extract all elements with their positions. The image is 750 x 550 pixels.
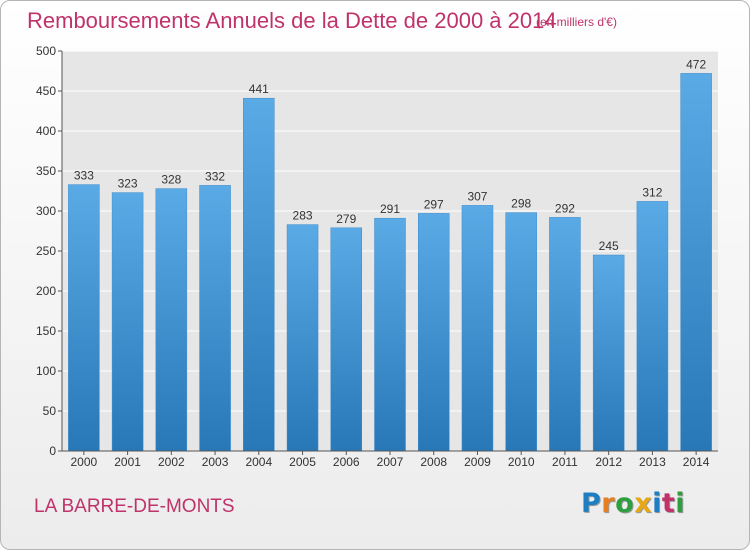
x-tick-label: 2005: [289, 455, 316, 469]
bar: [243, 97, 275, 452]
bar: [592, 254, 625, 452]
y-tick-label: 400: [36, 124, 56, 138]
x-tick-label: 2001: [114, 455, 141, 469]
y-tick-label: 300: [36, 204, 56, 218]
bar: [155, 188, 188, 452]
bar: [636, 201, 669, 452]
y-tick-label: 200: [36, 284, 56, 298]
x-tick-label: 2011: [552, 455, 578, 469]
x-tick-label: 2013: [639, 455, 666, 469]
logo-letter: o: [615, 488, 635, 519]
x-tick-label: 2008: [420, 455, 447, 469]
bar-value-label: 312: [642, 185, 662, 199]
bar: [286, 224, 319, 452]
bar-value-label: 297: [424, 197, 444, 211]
logo-letter: P: [581, 488, 602, 519]
x-tick-label: 2006: [333, 455, 360, 469]
bar-value-label: 283: [293, 209, 313, 223]
logo-letter: t: [661, 488, 676, 519]
y-tick-label: 350: [36, 164, 56, 178]
y-tick-label: 100: [36, 364, 56, 378]
y-tick-label: 500: [36, 44, 56, 58]
x-tick-label: 2002: [158, 455, 185, 469]
logo-letter: r: [601, 488, 616, 519]
bar: [330, 227, 363, 452]
bar: [374, 217, 406, 452]
labels: 0 50 100 150 200 250 300 350 400 450 500 333 2000 323…: [36, 44, 710, 469]
bar-value-label: 333: [74, 169, 94, 183]
logo-letter: i: [652, 488, 662, 519]
proxiti-logo: Proxiti: [581, 488, 685, 519]
bars: [68, 73, 712, 452]
bar-value-label: 245: [599, 239, 619, 253]
bar-value-label: 323: [118, 177, 138, 191]
x-tick-label: 2010: [508, 455, 535, 469]
bar: [505, 212, 537, 452]
y-tick-label: 250: [36, 244, 56, 258]
bar-value-label: 292: [555, 201, 575, 215]
chart-title: Remboursements Annuels de la Dette de 20…: [27, 8, 557, 33]
logo-letter: x: [634, 488, 653, 519]
y-tick-label: 150: [36, 324, 56, 338]
bar-value-label: 472: [686, 57, 706, 71]
bar-value-label: 298: [511, 197, 531, 211]
axes: [58, 50, 718, 455]
x-tick-label: 2000: [71, 455, 98, 469]
x-tick-label: 2014: [683, 455, 710, 469]
y-tick-label: 50: [43, 404, 57, 418]
bar: [417, 213, 450, 452]
bar-value-label: 332: [205, 169, 225, 183]
bar: [111, 192, 144, 452]
x-tick-label: 2003: [202, 455, 229, 469]
x-tick-label: 2009: [464, 455, 491, 469]
logo-letter: i: [675, 488, 686, 519]
bar: [680, 73, 712, 452]
bar: [68, 184, 100, 452]
chart-subtitle: (en milliers d'€): [536, 15, 617, 29]
y-tick-label: 0: [49, 444, 56, 458]
bar: [549, 217, 581, 452]
bar: [461, 205, 494, 452]
location-label: LA BARRE-DE-MONTS: [34, 496, 235, 517]
bar-value-label: 279: [336, 212, 356, 226]
x-tick-label: 2004: [245, 455, 272, 469]
bar-value-label: 328: [161, 173, 181, 187]
bar-value-label: 441: [249, 82, 269, 96]
bar-value-label: 291: [380, 202, 400, 216]
x-tick-label: 2007: [377, 455, 404, 469]
bar-value-label: 307: [467, 189, 487, 203]
bar: [199, 185, 231, 452]
y-tick-label: 450: [36, 84, 56, 98]
x-tick-label: 2012: [595, 455, 622, 469]
